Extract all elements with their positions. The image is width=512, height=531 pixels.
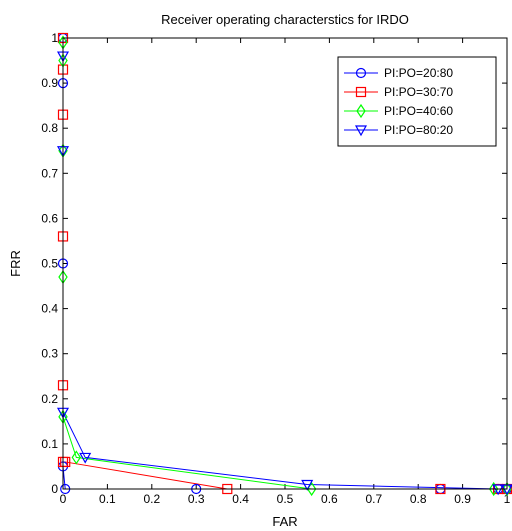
y-tick-label: 0.5: [41, 257, 58, 271]
y-tick-label: 0.3: [41, 347, 58, 361]
series-3-point: [71, 450, 82, 465]
x-axis-label: FAR: [272, 514, 297, 529]
x-axis: 0 0.1 0.2 0.3 0.4 0.5 0.6 0.7 0.8 0.9 1: [60, 38, 511, 506]
legend-label: PI:PO=30:70: [384, 85, 453, 99]
y-tick-label: 0.4: [41, 302, 58, 316]
legend: PI:PO=20:80 PI:PO=30:70 PI:PO=40:60 PI:PO=8…: [337, 56, 497, 147]
legend-box: [337, 56, 497, 147]
y-tick-label: 1: [51, 31, 58, 45]
x-tick-label: 0.7: [365, 492, 382, 506]
legend-marker: [354, 125, 368, 137]
y-axis: 0 0.1 0.2 0.3 0.4 0.5 0.6 0.7 0.8 0.9 1: [41, 31, 507, 496]
series-2-point: [60, 456, 71, 468]
y-tick-label: 0: [51, 482, 58, 496]
y-tick-label: 0.1: [41, 437, 58, 451]
legend-marker: [356, 103, 366, 119]
x-tick-label: 0.6: [321, 492, 338, 506]
series-3-point: [488, 481, 499, 497]
x-tick-label: 0.4: [232, 492, 249, 506]
x-tick-label: 1: [504, 492, 511, 506]
chart-title: Receiver operating characterstics for IR…: [161, 12, 409, 27]
series-4-point: [301, 479, 314, 491]
x-tick-label: 0.8: [410, 492, 427, 506]
x-tick-label: 0.2: [143, 492, 160, 506]
legend-marker: [355, 86, 367, 98]
y-tick-label: 0.6: [41, 211, 58, 225]
axes-box: [62, 37, 508, 490]
x-tick-label: 0.3: [188, 492, 205, 506]
legend-label: PI:PO=40:60: [384, 104, 453, 118]
x-tick-label: 0.1: [99, 492, 116, 506]
y-tick-label: 0.2: [41, 392, 58, 406]
series-4-point: [79, 452, 92, 464]
legend-label: PI:PO=80:20: [384, 123, 453, 137]
x-tick-label: 0: [60, 492, 67, 506]
x-tick-label: 0.9: [454, 492, 471, 506]
y-tick-label: 0.9: [41, 76, 58, 90]
y-tick-label: 0.7: [41, 166, 58, 180]
x-tick-label: 0.5: [277, 492, 294, 506]
legend-label: PI:PO=20:80: [384, 66, 453, 80]
legend-marker: [355, 67, 367, 79]
y-tick-label: 0.8: [41, 121, 58, 135]
y-axis-label: FRR: [8, 250, 23, 277]
